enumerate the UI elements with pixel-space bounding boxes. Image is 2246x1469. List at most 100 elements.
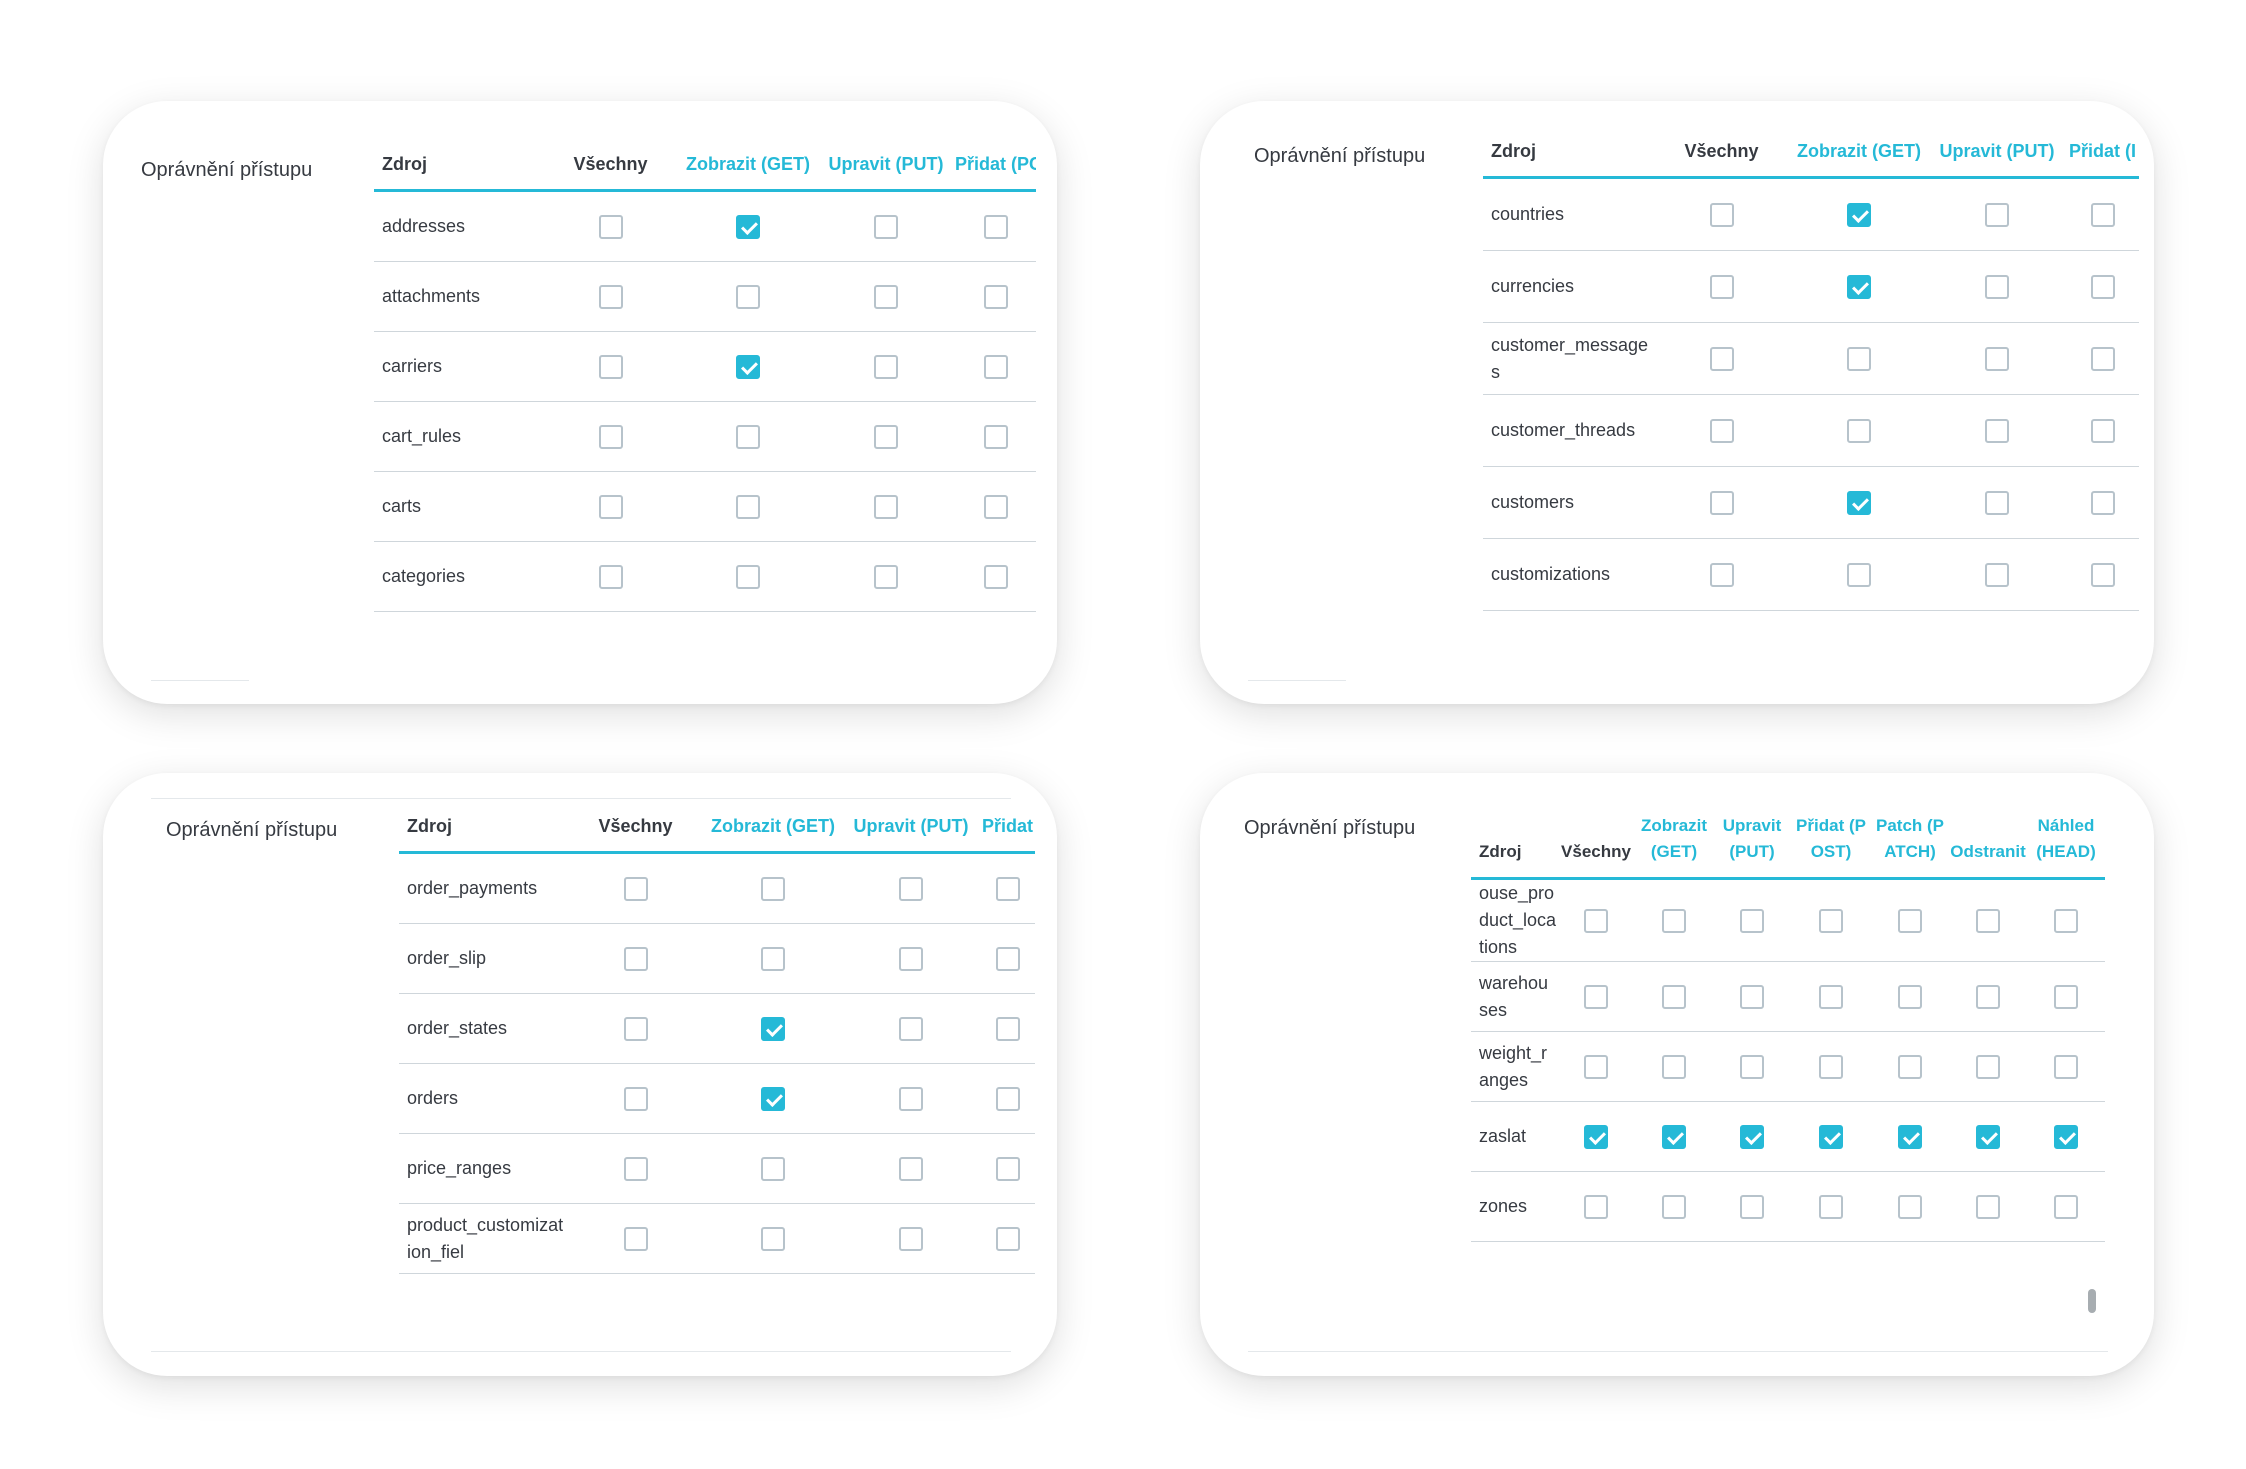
permission-checkbox[interactable] <box>899 876 923 901</box>
permission-checkbox[interactable] <box>1847 346 1871 371</box>
permission-checkbox[interactable] <box>598 424 623 449</box>
permission-checkbox[interactable] <box>598 214 623 239</box>
permission-checkbox[interactable] <box>761 1016 785 1041</box>
permission-checkbox[interactable] <box>1709 490 1734 515</box>
permission-checkbox[interactable] <box>2054 984 2078 1009</box>
permission-checkbox[interactable] <box>1898 1194 1922 1219</box>
permission-checkbox[interactable] <box>598 494 623 519</box>
permission-checkbox[interactable] <box>874 494 898 519</box>
permission-checkbox[interactable] <box>623 1226 648 1251</box>
permission-checkbox[interactable] <box>899 1226 923 1251</box>
permission-checkbox[interactable] <box>1819 984 1843 1009</box>
permission-checkbox[interactable] <box>1976 1194 2000 1219</box>
permission-checkbox[interactable] <box>1662 1124 1686 1149</box>
permission-checkbox[interactable] <box>1819 1194 1843 1219</box>
permission-checkbox[interactable] <box>1819 1054 1843 1079</box>
permission-checkbox[interactable] <box>1709 274 1734 299</box>
permission-checkbox[interactable] <box>1709 346 1734 371</box>
permission-checkbox[interactable] <box>598 564 623 589</box>
permission-checkbox[interactable] <box>983 424 1008 449</box>
permission-checkbox[interactable] <box>1740 984 1764 1009</box>
permission-checkbox[interactable] <box>874 214 898 239</box>
permission-checkbox[interactable] <box>1709 202 1734 227</box>
permission-checkbox[interactable] <box>1898 1124 1922 1149</box>
permission-checkbox[interactable] <box>2090 346 2115 371</box>
permission-checkbox[interactable] <box>1976 1124 2000 1149</box>
permission-checkbox[interactable] <box>1985 418 2009 443</box>
permission-checkbox[interactable] <box>736 564 760 589</box>
permission-checkbox[interactable] <box>736 214 760 239</box>
permission-checkbox[interactable] <box>623 1156 648 1181</box>
permission-checkbox[interactable] <box>623 1016 648 1041</box>
permission-checkbox[interactable] <box>1584 1124 1608 1149</box>
permission-checkbox[interactable] <box>1740 908 1764 933</box>
permission-checkbox[interactable] <box>2090 562 2115 587</box>
permission-checkbox[interactable] <box>623 876 648 901</box>
permission-checkbox[interactable] <box>1847 202 1871 227</box>
permission-checkbox[interactable] <box>2054 1054 2078 1079</box>
permission-checkbox[interactable] <box>598 284 623 309</box>
permission-checkbox[interactable] <box>2054 908 2078 933</box>
permission-checkbox[interactable] <box>598 354 623 379</box>
permission-checkbox[interactable] <box>1847 418 1871 443</box>
permission-checkbox[interactable] <box>983 564 1008 589</box>
permission-checkbox[interactable] <box>1985 274 2009 299</box>
permission-checkbox[interactable] <box>1976 1054 2000 1079</box>
permission-checkbox[interactable] <box>983 214 1008 239</box>
permission-checkbox[interactable] <box>1847 562 1871 587</box>
permission-checkbox[interactable] <box>899 1086 923 1111</box>
permission-checkbox[interactable] <box>1819 908 1843 933</box>
permission-checkbox[interactable] <box>874 564 898 589</box>
permission-checkbox[interactable] <box>2090 202 2115 227</box>
permission-checkbox[interactable] <box>761 1086 785 1111</box>
permission-checkbox[interactable] <box>983 494 1008 519</box>
permission-checkbox[interactable] <box>1709 418 1734 443</box>
permission-checkbox[interactable] <box>2090 418 2115 443</box>
permission-checkbox[interactable] <box>1709 562 1734 587</box>
permission-checkbox[interactable] <box>1985 346 2009 371</box>
permission-checkbox[interactable] <box>761 1156 785 1181</box>
permission-checkbox[interactable] <box>874 354 898 379</box>
permission-checkbox[interactable] <box>995 876 1020 901</box>
permission-checkbox[interactable] <box>995 1156 1020 1181</box>
permission-checkbox[interactable] <box>1985 490 2009 515</box>
permission-checkbox[interactable] <box>1985 562 2009 587</box>
permission-checkbox[interactable] <box>2054 1194 2078 1219</box>
permission-checkbox[interactable] <box>1584 1194 1608 1219</box>
permission-checkbox[interactable] <box>2090 490 2115 515</box>
permission-checkbox[interactable] <box>1740 1124 1764 1149</box>
permission-checkbox[interactable] <box>983 354 1008 379</box>
permission-checkbox[interactable] <box>623 1086 648 1111</box>
permission-checkbox[interactable] <box>874 284 898 309</box>
permission-checkbox[interactable] <box>736 284 760 309</box>
permission-checkbox[interactable] <box>995 946 1020 971</box>
scrollbar-thumb[interactable] <box>2088 1289 2096 1313</box>
permission-checkbox[interactable] <box>736 424 760 449</box>
permission-checkbox[interactable] <box>1976 984 2000 1009</box>
permission-checkbox[interactable] <box>899 946 923 971</box>
permission-checkbox[interactable] <box>736 494 760 519</box>
permission-checkbox[interactable] <box>1740 1054 1764 1079</box>
permission-checkbox[interactable] <box>1819 1124 1843 1149</box>
permission-checkbox[interactable] <box>623 946 648 971</box>
permission-checkbox[interactable] <box>995 1226 1020 1251</box>
permission-checkbox[interactable] <box>1898 1054 1922 1079</box>
permission-checkbox[interactable] <box>736 354 760 379</box>
permission-checkbox[interactable] <box>1985 202 2009 227</box>
permission-checkbox[interactable] <box>1898 984 1922 1009</box>
permission-checkbox[interactable] <box>1584 1054 1608 1079</box>
permission-checkbox[interactable] <box>761 946 785 971</box>
permission-checkbox[interactable] <box>761 876 785 901</box>
permission-checkbox[interactable] <box>2090 274 2115 299</box>
permission-checkbox[interactable] <box>995 1016 1020 1041</box>
permission-checkbox[interactable] <box>899 1016 923 1041</box>
permission-checkbox[interactable] <box>1662 908 1686 933</box>
permission-checkbox[interactable] <box>1662 984 1686 1009</box>
permission-checkbox[interactable] <box>1584 908 1608 933</box>
permission-checkbox[interactable] <box>1976 908 2000 933</box>
permission-checkbox[interactable] <box>995 1086 1020 1111</box>
permission-checkbox[interactable] <box>899 1156 923 1181</box>
permission-checkbox[interactable] <box>2054 1124 2078 1149</box>
permission-checkbox[interactable] <box>983 284 1008 309</box>
permission-checkbox[interactable] <box>1740 1194 1764 1219</box>
